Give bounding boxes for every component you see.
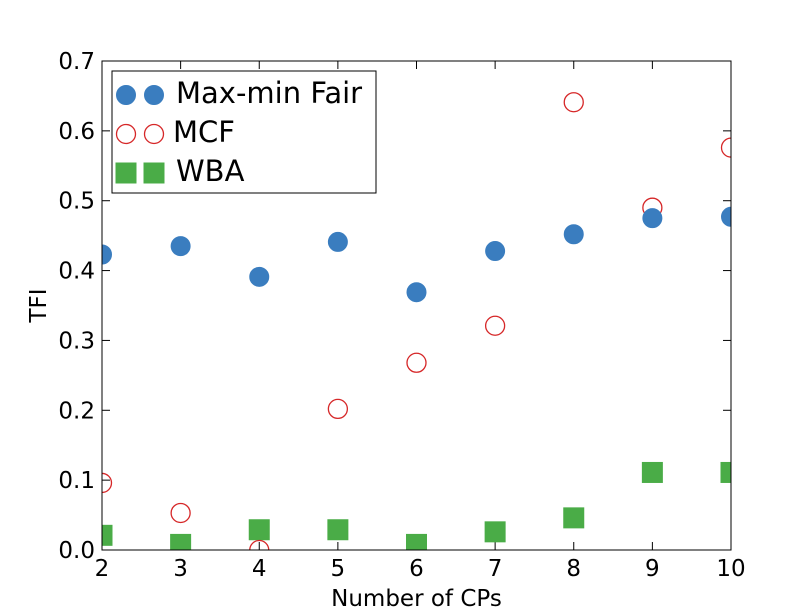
data-point-mcf	[406, 352, 427, 373]
data-point-wba	[102, 524, 113, 546]
legend-marker-max-min-fair	[144, 85, 164, 105]
data-point-wba	[484, 521, 506, 543]
data-point-max-min-fair	[642, 208, 663, 229]
y-tick-label: 0.4	[58, 259, 95, 285]
x-tick-label: 7	[488, 556, 503, 582]
legend-marker-max-min-fair	[116, 85, 136, 105]
legend-marker-mcf	[115, 123, 137, 145]
data-point-wba	[406, 533, 427, 550]
y-tick-label: 0.7	[58, 49, 95, 75]
legend-label-mcf: MCF	[173, 115, 235, 149]
data-point-mcf	[170, 502, 191, 524]
data-point-max-min-fair	[485, 241, 506, 262]
y-tick-label: 0.5	[58, 189, 95, 215]
legend-label-max-min-fair: Max-min Fair	[176, 76, 362, 110]
data-point-max-min-fair	[249, 266, 270, 287]
y-tick-label: 0.1	[58, 468, 95, 494]
plot-frame	[101, 60, 732, 551]
legend: Max-min Fair MCF WBA	[111, 70, 377, 194]
x-tick-label: 8	[566, 556, 581, 582]
data-point-wba	[641, 461, 663, 483]
data-point-max-min-fair	[102, 244, 112, 265]
data-point-max-min-fair	[721, 206, 731, 227]
data-point-mcf	[327, 398, 349, 420]
data-point-mcf	[484, 315, 506, 336]
legend-marker-mcf	[143, 123, 165, 145]
x-tick-label: 5	[331, 556, 346, 582]
data-point-mcf	[563, 92, 584, 113]
x-tick-label: 10	[716, 556, 745, 582]
data-point-wba	[720, 461, 731, 483]
x-tick-label: 4	[252, 556, 267, 582]
data-point-wba	[170, 533, 192, 550]
y-tick-label: 0.2	[58, 398, 95, 424]
x-tick-label: 9	[645, 556, 660, 582]
data-point-mcf	[249, 539, 270, 550]
y-axis-label: TFI	[26, 288, 52, 323]
data-point-wba	[563, 507, 585, 529]
data-point-max-min-fair	[327, 231, 348, 252]
x-axis-label: Number of CPs	[331, 586, 502, 612]
legend-label-wba: WBA	[176, 154, 245, 188]
y-tick-label: 0.3	[58, 328, 95, 354]
data-point-max-min-fair	[170, 236, 191, 257]
data-point-wba	[327, 519, 349, 541]
data-point-mcf	[102, 472, 113, 494]
data-point-wba	[248, 519, 270, 541]
data-point-max-min-fair	[406, 282, 427, 303]
data-point-max-min-fair	[563, 224, 584, 245]
legend-marker-wba	[143, 162, 165, 184]
y-tick-label: 0.0	[58, 538, 95, 564]
data-point-mcf	[720, 137, 731, 158]
legend-marker-wba	[115, 162, 137, 184]
x-tick-label: 3	[173, 556, 188, 582]
x-tick-label: 6	[409, 556, 424, 582]
y-tick-label: 0.6	[58, 119, 95, 145]
x-tick-label: 2	[95, 556, 110, 582]
